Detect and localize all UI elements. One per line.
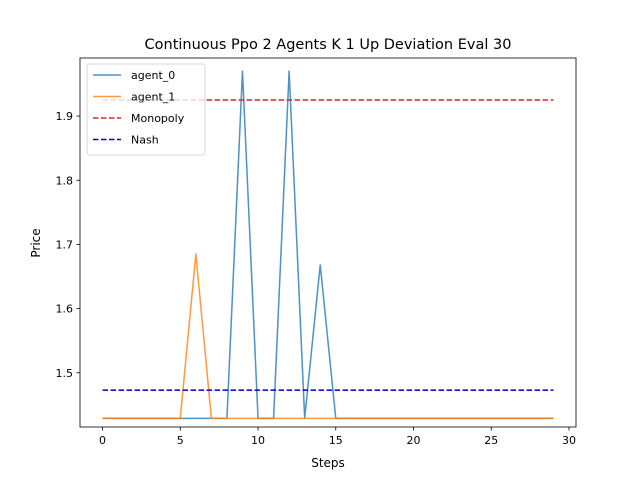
- x-tick-label: 5: [177, 434, 184, 447]
- chart-title: Continuous Ppo 2 Agents K 1 Up Deviation…: [145, 37, 512, 53]
- y-tick-label: 1.7: [56, 238, 74, 251]
- axis-layer: 0 5 10 15 20 25 30 1.5 1.6 1.7 1.8 1.9: [56, 57, 577, 447]
- x-tick-label: 10: [251, 434, 265, 447]
- x-tick-label: 0: [99, 434, 106, 447]
- y-tick-label: 1.8: [56, 174, 74, 187]
- legend: agent_0 agent_1 Monopoly Nash: [86, 63, 206, 156]
- legend-label: Nash: [131, 134, 159, 147]
- x-tick-label: 15: [329, 434, 343, 447]
- plot-border: [79, 57, 577, 428]
- legend-label: agent_1: [131, 91, 175, 104]
- legend-label: Monopoly: [131, 112, 185, 125]
- y-tick-label: 1.6: [56, 303, 74, 316]
- legend-box: [86, 63, 206, 156]
- x-axis-label: Steps: [311, 456, 345, 470]
- y-tick-label: 1.5: [56, 367, 74, 380]
- series-line-agent-1: [102, 253, 554, 420]
- y-tick-label: 1.9: [56, 110, 74, 123]
- x-tick-label: 30: [562, 434, 576, 447]
- x-tick-label: 25: [484, 434, 498, 447]
- y-axis-label: Price: [29, 228, 43, 257]
- x-tick-label: 20: [407, 434, 421, 447]
- legend-label: agent_0: [131, 69, 175, 82]
